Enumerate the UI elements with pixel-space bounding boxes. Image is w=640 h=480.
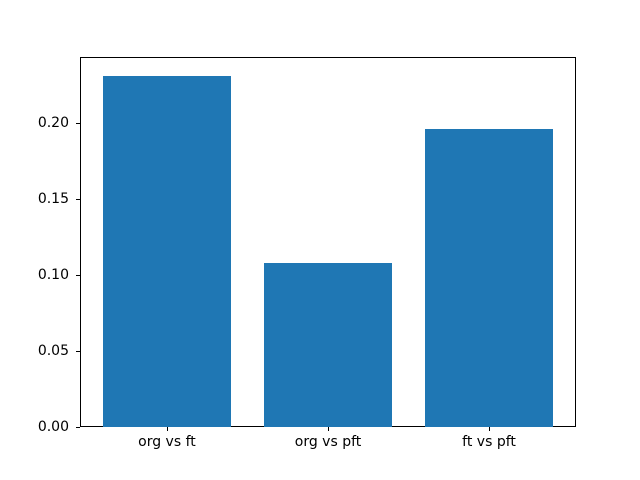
bar-org-vs-ft	[102, 75, 232, 427]
y-tick-mark	[76, 274, 80, 276]
y-tick-mark	[76, 427, 80, 428]
y-tick-label: 0.20	[37, 114, 69, 131]
y-tick-label: 0.15	[37, 190, 69, 207]
bar-org-vs-pft	[263, 262, 393, 427]
x-tick-mark	[166, 427, 168, 431]
x-tick-label-org-vs-ft: org vs ft	[138, 434, 196, 450]
bar-ft-vs-pft	[424, 129, 554, 427]
y-tick-mark	[76, 198, 80, 200]
y-tick-label: 0.05	[37, 342, 69, 359]
y-tick-label: 0.10	[37, 266, 69, 283]
x-tick-mark	[328, 427, 329, 431]
y-tick-label: 0.00	[37, 419, 69, 435]
x-tick-mark	[489, 427, 491, 431]
y-tick-mark	[76, 350, 80, 352]
x-tick-label-org-vs-pft: org vs pft	[294, 434, 362, 450]
y-tick-mark	[76, 122, 80, 124]
x-tick-label-ft-vs-pft: ft vs pft	[462, 434, 516, 450]
